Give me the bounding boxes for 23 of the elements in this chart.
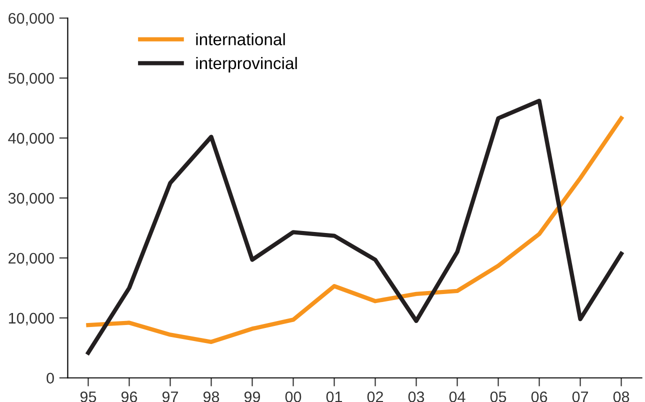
legend-label: interprovincial — [196, 56, 297, 72]
y-tick-label: 30,000 — [8, 192, 54, 206]
x-tick-label: 97 — [162, 391, 178, 402]
y-tick-label: 60,000 — [8, 12, 54, 26]
legend-label: international — [196, 33, 285, 46]
x-tick-label: 08 — [613, 391, 630, 402]
y-tick-label: 50,000 — [8, 72, 54, 86]
x-tick-label: 06 — [531, 391, 548, 402]
x-tick-label: 00 — [285, 391, 302, 402]
y-tick-label: 10,000 — [8, 312, 54, 326]
x-tick-label: 99 — [244, 391, 260, 402]
x-tick-label: 03 — [408, 391, 424, 402]
x-tick-label: 04 — [449, 391, 466, 402]
y-tick-label: 20,000 — [8, 252, 54, 266]
x-tick-label: 01 — [326, 391, 342, 402]
x-tick-label: 05 — [490, 391, 506, 402]
y-tick-label: 0 — [46, 372, 54, 384]
x-tick-label: 07 — [572, 391, 588, 402]
x-tick-label: 98 — [203, 391, 220, 402]
y-tick-label: 40,000 — [8, 132, 54, 146]
x-tick-label: 96 — [121, 391, 138, 402]
x-tick-label: 02 — [367, 391, 383, 402]
x-tick-label: 95 — [80, 391, 96, 402]
